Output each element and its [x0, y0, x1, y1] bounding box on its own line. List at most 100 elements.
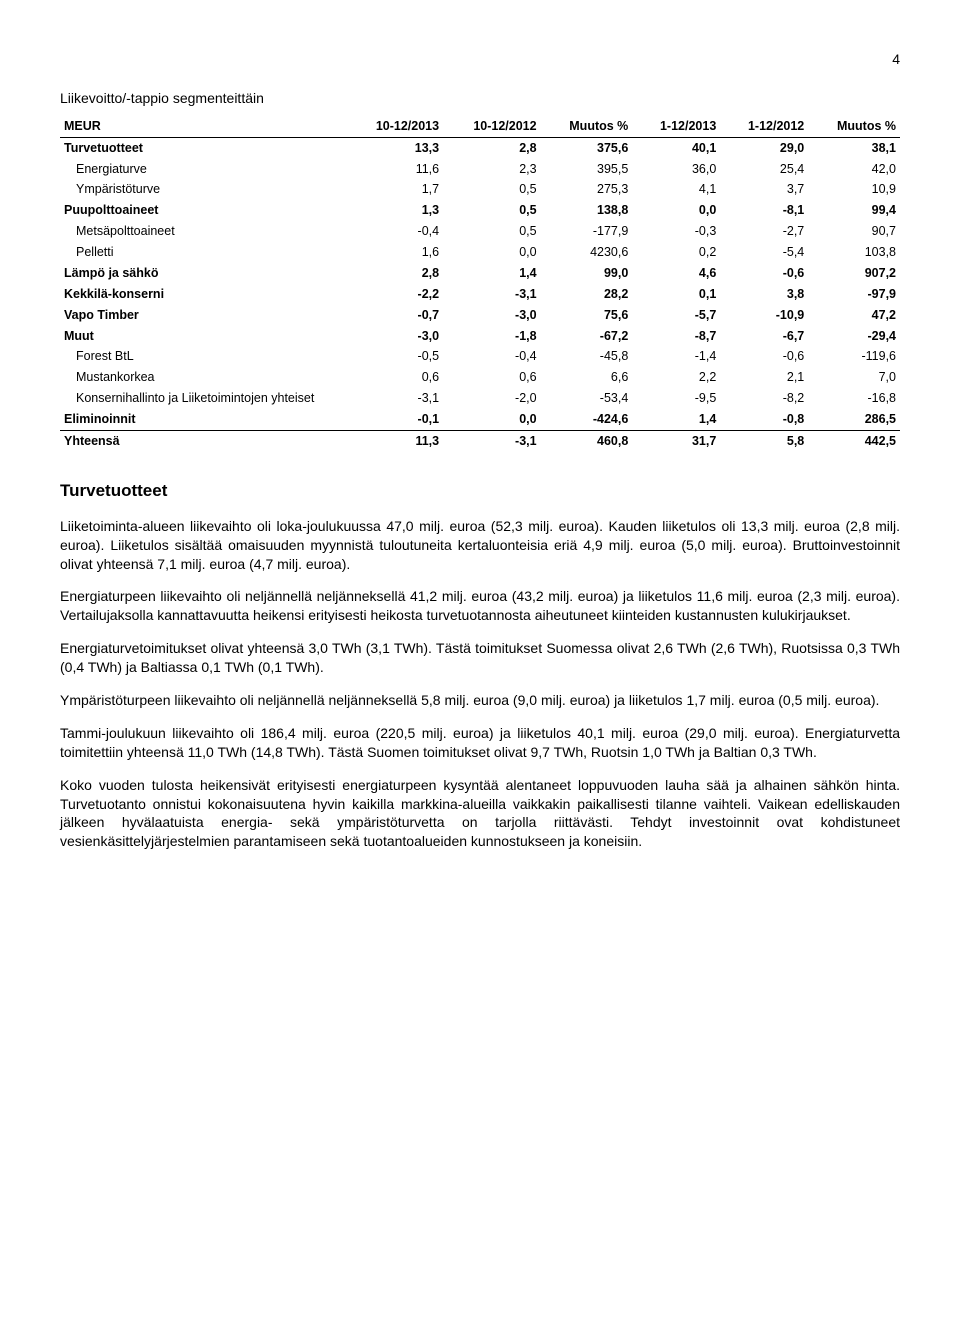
- table-row: Eliminoinnit-0,10,0-424,61,4-0,8286,5: [60, 409, 900, 430]
- body-paragraph: Energiaturvetoimitukset olivat yhteensä …: [60, 639, 900, 677]
- cell: -177,9: [541, 221, 633, 242]
- cell: 7,0: [808, 367, 900, 388]
- row-label: Metsäpolttoaineet: [60, 221, 346, 242]
- cell: -424,6: [541, 409, 633, 430]
- cell: -3,1: [346, 388, 444, 409]
- cell: 28,2: [541, 284, 633, 305]
- cell: -0,5: [346, 346, 444, 367]
- col-header: 1-12/2013: [632, 116, 720, 137]
- row-label: Turvetuotteet: [60, 137, 346, 158]
- row-label: Ympäristöturve: [60, 179, 346, 200]
- table-header-row: MEUR 10-12/2013 10-12/2012 Muutos % 1-12…: [60, 116, 900, 137]
- cell: 40,1: [632, 137, 720, 158]
- cell: -8,7: [632, 326, 720, 347]
- cell: 2,2: [632, 367, 720, 388]
- cell: 0,6: [443, 367, 541, 388]
- cell: 375,6: [541, 137, 633, 158]
- cell: -67,2: [541, 326, 633, 347]
- table-row: Metsäpolttoaineet-0,40,5-177,9-0,3-2,790…: [60, 221, 900, 242]
- table-row: Mustankorkea0,60,66,62,22,17,0: [60, 367, 900, 388]
- cell: -1,8: [443, 326, 541, 347]
- col-header: Muutos %: [808, 116, 900, 137]
- cell: 0,0: [443, 409, 541, 430]
- cell: 1,4: [632, 409, 720, 430]
- cell: 460,8: [541, 430, 633, 451]
- segment-table: MEUR 10-12/2013 10-12/2012 Muutos % 1-12…: [60, 116, 900, 452]
- cell: 25,4: [720, 159, 808, 180]
- cell: 42,0: [808, 159, 900, 180]
- cell: 0,2: [632, 242, 720, 263]
- cell: -16,8: [808, 388, 900, 409]
- cell: -1,4: [632, 346, 720, 367]
- body-paragraph: Tammi-joulukuun liikevaihto oli 186,4 mi…: [60, 724, 900, 762]
- cell: -8,1: [720, 200, 808, 221]
- cell: 2,8: [346, 263, 444, 284]
- cell: 36,0: [632, 159, 720, 180]
- row-label: Konsernihallinto ja Liiketoimintojen yht…: [60, 388, 346, 409]
- cell: -8,2: [720, 388, 808, 409]
- cell: 11,3: [346, 430, 444, 451]
- col-header: 10-12/2013: [346, 116, 444, 137]
- cell: -97,9: [808, 284, 900, 305]
- cell: 907,2: [808, 263, 900, 284]
- cell: 1,4: [443, 263, 541, 284]
- cell: 3,7: [720, 179, 808, 200]
- cell: -2,7: [720, 221, 808, 242]
- cell: -3,1: [443, 284, 541, 305]
- cell: -3,0: [346, 326, 444, 347]
- body-paragraph: Energiaturpeen liikevaihto oli neljännel…: [60, 587, 900, 625]
- cell: -10,9: [720, 305, 808, 326]
- col-header: 1-12/2012: [720, 116, 808, 137]
- cell: -2,0: [443, 388, 541, 409]
- col-header: MEUR: [60, 116, 346, 137]
- cell: 38,1: [808, 137, 900, 158]
- cell: 442,5: [808, 430, 900, 451]
- cell: 0,0: [443, 242, 541, 263]
- cell: -0,7: [346, 305, 444, 326]
- cell: 1,3: [346, 200, 444, 221]
- cell: 0,6: [346, 367, 444, 388]
- cell: 10,9: [808, 179, 900, 200]
- cell: -0,4: [443, 346, 541, 367]
- row-label: Eliminoinnit: [60, 409, 346, 430]
- cell: -119,6: [808, 346, 900, 367]
- cell: 13,3: [346, 137, 444, 158]
- row-label: Mustankorkea: [60, 367, 346, 388]
- cell: -6,7: [720, 326, 808, 347]
- cell: 5,8: [720, 430, 808, 451]
- table-row: Muut-3,0-1,8-67,2-8,7-6,7-29,4: [60, 326, 900, 347]
- table-row: Lämpö ja sähkö2,81,499,04,6-0,6907,2: [60, 263, 900, 284]
- cell: -5,4: [720, 242, 808, 263]
- row-label: Yhteensä: [60, 430, 346, 451]
- row-label: Pelletti: [60, 242, 346, 263]
- cell: 99,4: [808, 200, 900, 221]
- table-row: Yhteensä11,3-3,1460,831,75,8442,5: [60, 430, 900, 451]
- row-label: Vapo Timber: [60, 305, 346, 326]
- cell: -3,0: [443, 305, 541, 326]
- cell: 99,0: [541, 263, 633, 284]
- cell: 11,6: [346, 159, 444, 180]
- page-number: 4: [60, 50, 900, 69]
- col-header: Muutos %: [541, 116, 633, 137]
- row-label: Lämpö ja sähkö: [60, 263, 346, 284]
- cell: -0,4: [346, 221, 444, 242]
- cell: 2,8: [443, 137, 541, 158]
- table-row: Pelletti1,60,04230,60,2-5,4103,8: [60, 242, 900, 263]
- cell: 395,5: [541, 159, 633, 180]
- cell: 2,3: [443, 159, 541, 180]
- cell: 6,6: [541, 367, 633, 388]
- cell: 75,6: [541, 305, 633, 326]
- row-label: Energiaturve: [60, 159, 346, 180]
- table-row: Turvetuotteet13,32,8375,640,129,038,1: [60, 137, 900, 158]
- cell: 4230,6: [541, 242, 633, 263]
- row-label: Forest BtL: [60, 346, 346, 367]
- table-row: Kekkilä-konserni-2,2-3,128,20,13,8-97,9: [60, 284, 900, 305]
- cell: 47,2: [808, 305, 900, 326]
- cell: -0,6: [720, 263, 808, 284]
- cell: 0,1: [632, 284, 720, 305]
- table-row: Ympäristöturve1,70,5275,34,13,710,9: [60, 179, 900, 200]
- section-heading: Turvetuotteet: [60, 480, 900, 503]
- cell: -0,1: [346, 409, 444, 430]
- cell: 1,6: [346, 242, 444, 263]
- cell: 4,6: [632, 263, 720, 284]
